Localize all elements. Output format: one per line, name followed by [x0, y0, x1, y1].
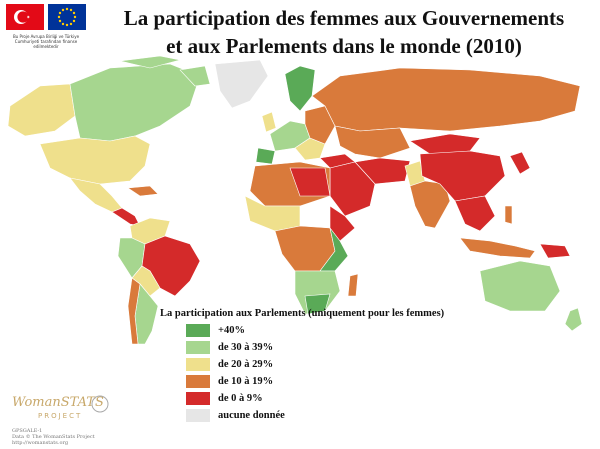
region-philippines: [504, 205, 513, 225]
region-russia: [311, 67, 581, 132]
footer-line-3: http://womanstats.org: [12, 440, 69, 446]
region-canada: [69, 63, 201, 142]
region-egypt-libya: [289, 167, 331, 197]
region-iberia: [255, 147, 276, 165]
footer-line-2: Data © The WomanStats Project: [12, 434, 95, 440]
region-korea-japan: [509, 151, 531, 175]
region-southeast-asia: [454, 195, 496, 232]
region-mexico: [69, 177, 123, 213]
footer-line-1: GPSGALE-1: [12, 428, 43, 434]
legend-item: +40%: [160, 323, 520, 338]
region-indonesia: [459, 237, 536, 259]
legend-item: de 0 à 9%: [160, 391, 520, 406]
footer-credits: GPSGALE-1 Data © The WomanStats Project …: [12, 428, 95, 446]
legend-label: de 20 à 29%: [218, 359, 274, 370]
legend-swatch: [186, 409, 210, 422]
legend-label: de 30 à 39%: [218, 342, 274, 353]
legend-item: de 30 à 39%: [160, 340, 520, 355]
region-scandinavia: [284, 65, 316, 112]
logo-sub: PROJECT: [38, 412, 82, 420]
region-south-africa: [304, 293, 331, 315]
region-madagascar: [347, 273, 359, 297]
legend-label: +40%: [218, 325, 245, 336]
region-italy-balkans: [294, 137, 326, 161]
legend-swatch: [186, 392, 210, 405]
legend-title: La participation aux Parlements (uniquem…: [160, 308, 445, 319]
region-uk-ireland: [261, 111, 277, 133]
legend-swatch: [186, 358, 210, 371]
region-greenland: [214, 59, 269, 109]
region-horn-of-africa: [329, 205, 356, 242]
region-mongolia: [409, 133, 481, 155]
legend-label: aucune donnée: [218, 410, 285, 421]
legend-label: de 0 à 9%: [218, 393, 263, 404]
world-map: [7, 56, 583, 345]
turkey-flag-icon: [6, 4, 44, 30]
region-canada-islands: [119, 56, 211, 87]
logo-text: WomanSTATS: [12, 395, 104, 410]
title-line-2: et aux Parlements dans le monde (2010): [166, 34, 522, 58]
eu-flag-icon: [48, 4, 86, 30]
legend-item: de 20 à 29%: [160, 357, 520, 372]
region-alaska: [7, 83, 76, 137]
legend-swatch: [186, 324, 210, 337]
region-india: [409, 180, 451, 229]
legend-swatch: [186, 375, 210, 388]
legend-label: de 10 à 19%: [218, 376, 274, 387]
title-line-1: La participation des femmes aux Gouverne…: [123, 6, 565, 30]
region-chile: [127, 277, 141, 345]
womanstats-logo: WomanSTATS PROJECT: [8, 386, 118, 426]
region-new-zealand: [564, 307, 583, 332]
region-central-asia: [334, 125, 411, 159]
map-legend: La participation aux Parlements (uniquem…: [160, 308, 520, 425]
globe-icon: [91, 395, 109, 413]
legend-item: de 10 à 19%: [160, 374, 520, 389]
map-title: La participation des femmes aux Gouverne…: [92, 4, 596, 60]
legend-item: aucune donnée: [160, 408, 520, 423]
region-caribbean: [127, 185, 159, 197]
region-usa: [39, 135, 151, 185]
legend-rows: +40% de 30 à 39% de 20 à 29% de 10 à 19% de …: [160, 323, 520, 423]
region-central-america: [111, 207, 141, 227]
logo-caption: Bu Proje Avrupa Birliği ve Türkiye Cumhu…: [12, 34, 80, 49]
region-australia: [479, 260, 561, 312]
region-papua: [539, 243, 571, 259]
eu-turkey-logo: Bu Proje Avrupa Birliği ve Türkiye Cumhu…: [4, 2, 88, 52]
legend-swatch: [186, 341, 210, 354]
